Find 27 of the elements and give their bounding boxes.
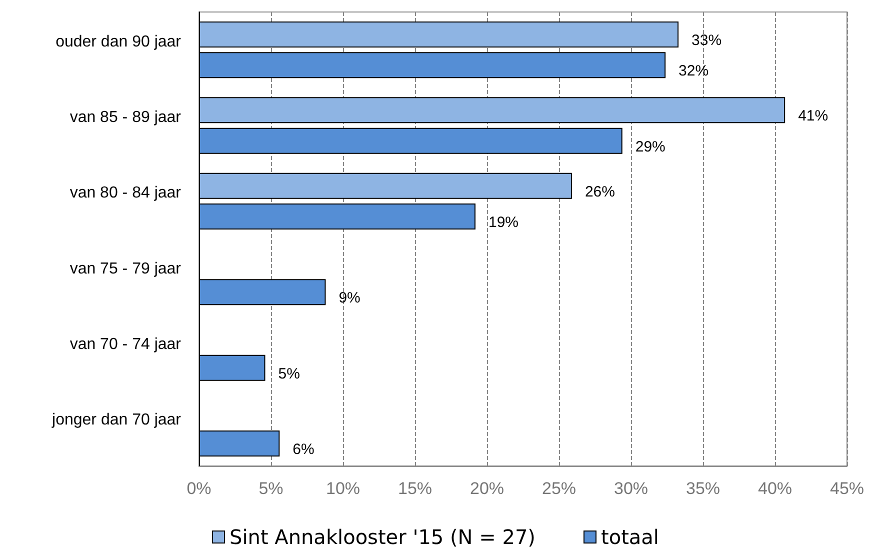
data-label: 9%: [338, 290, 360, 307]
x-tick-label: 40%: [758, 479, 792, 498]
data-label: 5%: [278, 365, 300, 382]
x-tick-label: 10%: [326, 479, 360, 498]
legend-label: Sint Annaklooster '15 (N = 27): [230, 525, 536, 549]
x-tick-label: 30%: [614, 479, 648, 498]
y-tick-label: van 75 - 79 jaar: [70, 260, 182, 278]
y-tick-label: van 85 - 89 jaar: [70, 109, 182, 126]
y-tick-label: van 70 - 74 jaar: [70, 336, 182, 353]
data-label: 29%: [635, 138, 666, 156]
x-tick-label: 45%: [830, 479, 864, 498]
legend-label: totaal: [600, 525, 659, 549]
y-tick-label: jonger dan 70 jaar: [51, 412, 182, 429]
x-tick-label: 35%: [686, 479, 720, 498]
x-tick-label: 5%: [258, 479, 284, 498]
data-label: 32%: [678, 62, 709, 80]
x-tick-label: 20%: [470, 479, 504, 498]
data-label: 33%: [692, 32, 722, 49]
y-tick-label: ouder dan 90 jaar: [56, 33, 182, 50]
data-label: 41%: [798, 108, 828, 125]
x-tick-label: 0%: [186, 479, 212, 498]
y-tick-label: van 80 - 84 jaar: [70, 184, 182, 202]
data-label: 6%: [292, 441, 314, 458]
data-label: 19%: [488, 214, 519, 232]
data-label: 26%: [584, 183, 615, 200]
x-tick-label: 15%: [398, 479, 432, 498]
x-tick-label: 25%: [542, 479, 576, 498]
